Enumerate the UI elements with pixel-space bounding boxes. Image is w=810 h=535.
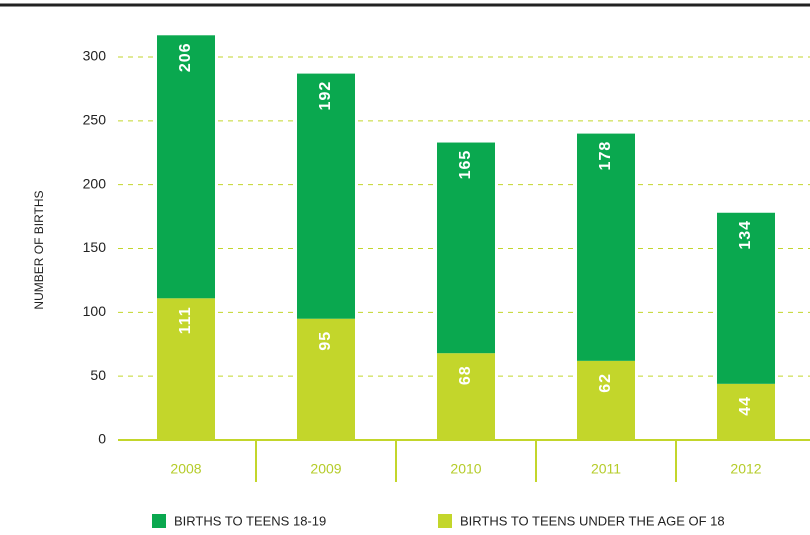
bar-segment <box>157 298 215 440</box>
bar-segment <box>297 318 355 440</box>
value-label: 178 <box>597 141 614 171</box>
legend-swatch <box>152 514 166 528</box>
y-tick-label: 100 <box>83 303 107 319</box>
y-tick-label: 250 <box>83 112 107 128</box>
value-label: 165 <box>457 150 474 180</box>
bar-segment <box>717 212 775 384</box>
value-label: 134 <box>737 220 754 250</box>
value-label: 44 <box>737 396 754 416</box>
bar-segment <box>437 142 495 354</box>
y-tick-label: 200 <box>83 175 107 191</box>
bar-segment <box>577 360 635 440</box>
legend-label: BIRTHS TO TEENS UNDER THE AGE OF 18 <box>460 513 725 528</box>
x-tick-label: 2009 <box>310 461 341 477</box>
bar-segment <box>297 73 355 319</box>
bar-segment <box>717 383 775 440</box>
value-label: 95 <box>317 331 334 351</box>
y-tick-label: 150 <box>83 239 107 255</box>
legend-label: BIRTHS TO TEENS 18-19 <box>174 513 326 528</box>
value-label: 206 <box>177 42 194 72</box>
bar-segment <box>437 353 495 440</box>
y-tick-label: 50 <box>90 367 106 383</box>
bar-segment <box>577 133 635 361</box>
x-tick-label: 2011 <box>591 461 621 477</box>
y-tick-label: 0 <box>98 431 106 447</box>
value-label: 192 <box>317 81 334 111</box>
legend-swatch <box>438 514 452 528</box>
value-label: 68 <box>457 365 474 385</box>
x-tick-label: 2012 <box>730 461 761 477</box>
value-label: 62 <box>597 373 614 393</box>
bar-segment <box>157 35 215 299</box>
value-label: 111 <box>177 306 194 334</box>
x-tick-label: 2008 <box>170 461 201 477</box>
y-tick-label: 300 <box>83 48 107 64</box>
x-tick-label: 2010 <box>450 461 481 477</box>
y-axis-label: NUMBER OF BIRTHS <box>32 190 46 309</box>
